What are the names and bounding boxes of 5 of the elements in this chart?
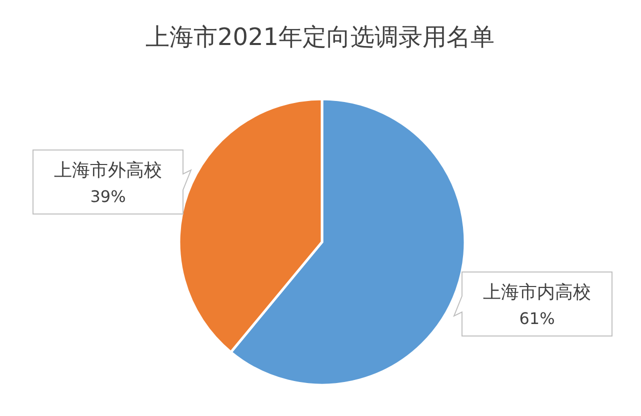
slice-label: 上海市内高校 <box>483 282 591 303</box>
data-label: 61% <box>519 309 555 328</box>
slice-label: 上海市外高校 <box>54 160 162 181</box>
data-label: 39% <box>90 187 126 206</box>
chart-title: 上海市2021年定向选调录用名单 <box>145 23 495 51</box>
